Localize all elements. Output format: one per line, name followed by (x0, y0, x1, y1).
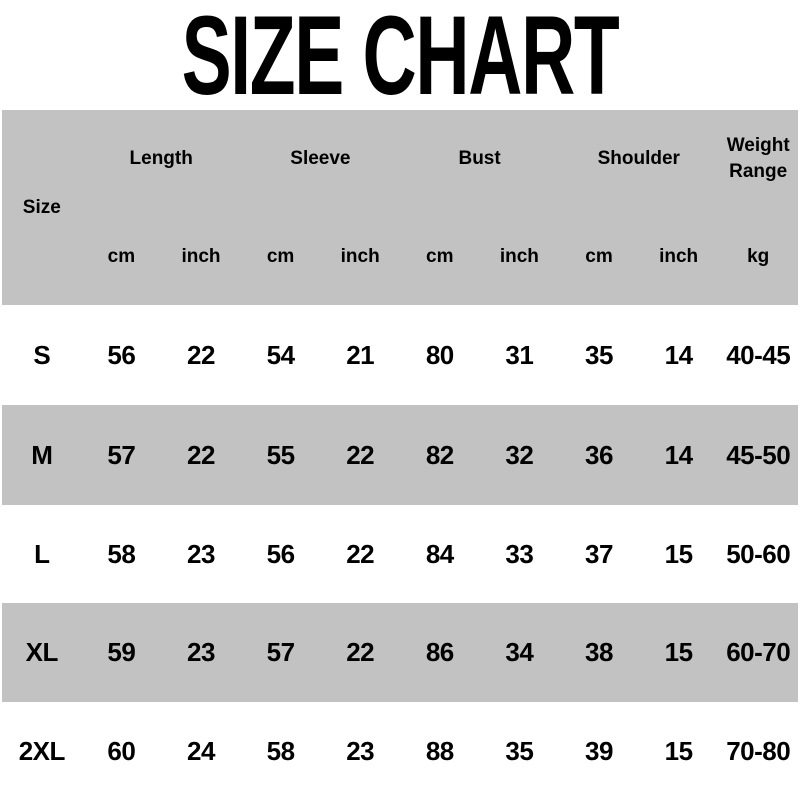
value-cell: 22 (187, 439, 215, 470)
unit-header-shoulder-inch: inch (659, 245, 699, 267)
value-cell: 59 (107, 637, 136, 667)
value-cell: 21 (346, 339, 375, 370)
unit-header-sleeve-cm: cm (266, 245, 295, 267)
table-row-xl: XL 59 23 57 22 86 34 38 15 60-70 (2, 603, 798, 702)
unit-header-length-inch: inch (181, 245, 221, 267)
value-cell: 35 (505, 735, 534, 766)
value-cell: 56 (107, 339, 136, 370)
unit-header-length-cm: cm (107, 245, 136, 267)
value-cell: 24 (187, 735, 215, 766)
value-cell: 60-70 (726, 637, 791, 667)
value-cell: 31 (505, 339, 534, 370)
value-cell: 58 (107, 538, 136, 569)
size-cell: S (33, 339, 51, 370)
value-cell: 55 (266, 439, 295, 470)
page-title: SIZE CHART (181, 0, 620, 118)
column-group-weight-range: Weight Range (718, 110, 798, 208)
value-cell: 60 (107, 735, 136, 766)
size-cell: M (31, 439, 53, 470)
value-cell: 82 (425, 439, 454, 470)
value-cell: 22 (346, 538, 375, 569)
value-cell: 23 (187, 637, 215, 667)
table-row-2xl: 2XL 60 24 58 23 88 35 39 15 70-80 (2, 702, 798, 800)
table-header: Size Length Sleeve Bust Shoulder Weight … (2, 110, 798, 305)
value-cell: 88 (425, 735, 454, 766)
size-cell: XL (25, 637, 59, 667)
value-cell: 32 (505, 439, 534, 470)
value-cell: 57 (107, 439, 136, 470)
value-cell: 45-50 (726, 439, 791, 470)
size-cell: L (34, 538, 50, 569)
title-bar: SIZE CHART (0, 0, 800, 118)
column-group-shoulder: Shoulder (597, 148, 680, 169)
value-cell: 86 (425, 637, 454, 667)
value-cell: 84 (425, 538, 454, 569)
value-cell: 23 (346, 735, 375, 766)
value-cell: 34 (505, 637, 534, 667)
value-cell: 70-80 (726, 735, 791, 766)
unit-header-shoulder-cm: cm (585, 245, 613, 267)
size-column-header: Size (22, 196, 61, 218)
value-cell: 14 (664, 439, 693, 470)
column-group-sleeve: Sleeve (290, 148, 351, 169)
value-cell: 22 (187, 339, 215, 370)
value-cell: 39 (585, 735, 613, 766)
value-cell: 15 (664, 735, 693, 766)
unit-header-weight-kg: kg (747, 245, 770, 267)
value-cell: 40-45 (726, 339, 791, 370)
value-cell: 50-60 (726, 538, 791, 569)
value-cell: 36 (585, 439, 613, 470)
value-cell: 22 (346, 637, 375, 667)
table-row-l: L 58 23 56 22 84 33 37 15 50-60 (2, 505, 798, 603)
unit-header-bust-cm: cm (426, 245, 454, 267)
column-group-weight-range-label: Weight Range (726, 135, 790, 182)
unit-header-sleeve-inch: inch (340, 245, 380, 267)
size-table: Size Length Sleeve Bust Shoulder Weight … (0, 110, 800, 800)
unit-header-bust-inch: inch (499, 245, 539, 267)
value-cell: 35 (585, 339, 613, 370)
value-cell: 15 (664, 538, 693, 569)
value-cell: 22 (346, 439, 375, 470)
column-group-length: Length (129, 148, 193, 169)
size-cell: 2XL (18, 735, 66, 766)
column-group-bust: Bust (458, 148, 501, 169)
value-cell: 80 (425, 339, 454, 370)
table-row-s: S 56 22 54 21 80 31 35 14 40-45 (2, 305, 798, 405)
value-cell: 57 (266, 637, 295, 667)
value-cell: 56 (266, 538, 295, 569)
value-cell: 14 (664, 339, 693, 370)
value-cell: 33 (505, 538, 534, 569)
value-cell: 54 (266, 339, 295, 370)
value-cell: 38 (585, 637, 613, 667)
value-cell: 15 (664, 637, 693, 667)
table-row-m: M 57 22 55 22 82 32 36 14 45-50 (2, 405, 798, 505)
value-cell: 23 (187, 538, 215, 569)
value-cell: 58 (266, 735, 295, 766)
value-cell: 37 (585, 538, 613, 569)
